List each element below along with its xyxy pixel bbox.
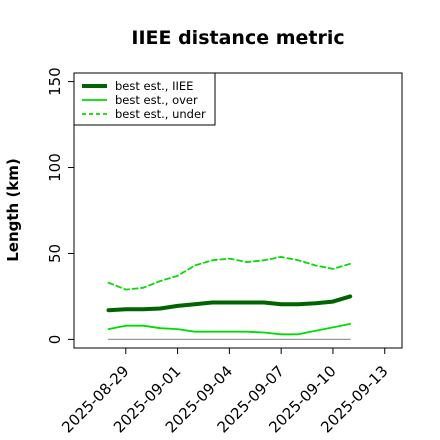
series-layer	[106, 255, 353, 340]
series-line-best-est-iiee	[106, 294, 353, 313]
legend-label: best est., over	[115, 93, 198, 107]
y-axis-label: Length (km)	[4, 158, 22, 262]
y-tick-label: 100	[46, 153, 64, 182]
legend-label: best est., IIEE	[115, 79, 193, 93]
legend-label: best est., under	[115, 107, 206, 121]
series-line-best-est-under	[107, 255, 352, 291]
legend-box	[73, 72, 216, 126]
chart-title: IIEE distance metric	[131, 27, 344, 49]
series-line-best-est-over	[107, 322, 352, 336]
y-tick-label: 0	[46, 335, 64, 345]
y-tick-label: 150	[46, 67, 64, 96]
y-tick-label: 50	[46, 244, 64, 263]
plot-frame	[73, 72, 403, 349]
